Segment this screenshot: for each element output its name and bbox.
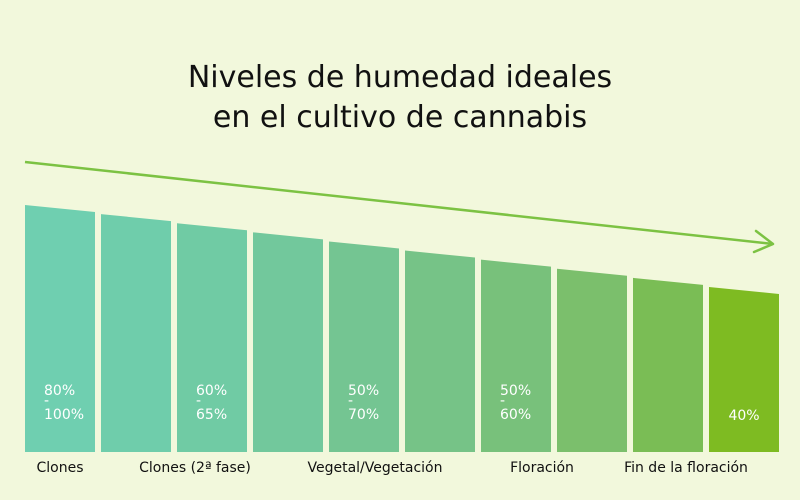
value-label-line: 100% (44, 407, 84, 423)
value-label: 40% (728, 408, 759, 424)
value-label-line: 50% (500, 383, 531, 399)
chart-title: Niveles de humedad ideales en el cultivo… (0, 58, 800, 138)
value-labels-group: 80% -100%60% -65%50% -70%50% -60% 40% (44, 383, 760, 424)
chart-title-line-1: Niveles de humedad ideales (187, 60, 613, 95)
bar-5 (329, 241, 399, 452)
category-label: Vegetal/Vegetación (308, 460, 443, 476)
trend-arrow-icon (24, 160, 775, 254)
value-label: 50% -70% (348, 383, 379, 423)
bar-6 (405, 250, 475, 452)
value-label: 60% -65% (196, 383, 227, 423)
category-label: Clones (2ª fase) (139, 460, 251, 476)
value-label-line: - (500, 393, 505, 409)
bar-4 (253, 232, 323, 452)
value-label: 80% -100% (44, 383, 84, 423)
value-label-line: 50% (348, 383, 379, 399)
value-label: 50% -60% (500, 383, 531, 423)
bar-8 (557, 268, 627, 452)
chart-title-line-2: en el cultivo de cannabis (212, 100, 588, 135)
category-label: Floración (510, 460, 574, 476)
bar-2 (101, 214, 171, 452)
bars-group (25, 205, 779, 452)
bar-3 (177, 223, 247, 452)
value-label-line: 80% (44, 383, 75, 399)
value-label-line: 65% (196, 407, 227, 423)
value-label-line: 60% (196, 383, 227, 399)
category-labels-group: Clones Clones (2ª fase) Vegetal/Vegetación… (36, 460, 747, 476)
value-label-line: - (196, 393, 201, 409)
value-label-line: - (44, 393, 49, 409)
bar-10 (709, 287, 779, 452)
value-label-line: - (348, 393, 353, 409)
bar-7 (481, 259, 551, 452)
bar-1 (25, 205, 95, 452)
value-label-line: 70% (348, 407, 379, 423)
category-label: Clones (36, 460, 83, 476)
bar-9 (633, 277, 703, 452)
value-label-line: 60% (500, 407, 531, 423)
category-label: Fin de la floración (624, 460, 748, 476)
